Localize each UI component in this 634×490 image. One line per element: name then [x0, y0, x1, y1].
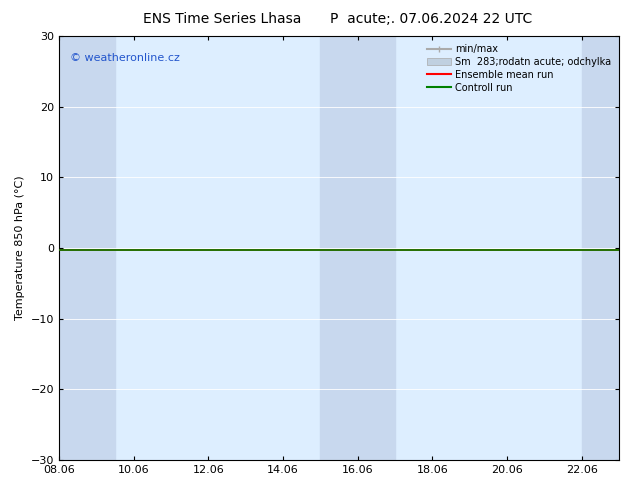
- Bar: [581, 36, 634, 460]
- Bar: [59, 36, 115, 460]
- Bar: [320, 36, 395, 460]
- Y-axis label: Temperature 850 hPa (°C): Temperature 850 hPa (°C): [15, 176, 25, 320]
- Text: ENS Time Series Lhasa: ENS Time Series Lhasa: [143, 12, 301, 26]
- Text: © weatheronline.cz: © weatheronline.cz: [70, 53, 180, 63]
- Text: P  acute;. 07.06.2024 22 UTC: P acute;. 07.06.2024 22 UTC: [330, 12, 533, 26]
- Legend: min/max, Sm  283;rodatn acute; odchylka, Ensemble mean run, Controll run: min/max, Sm 283;rodatn acute; odchylka, …: [424, 41, 614, 96]
